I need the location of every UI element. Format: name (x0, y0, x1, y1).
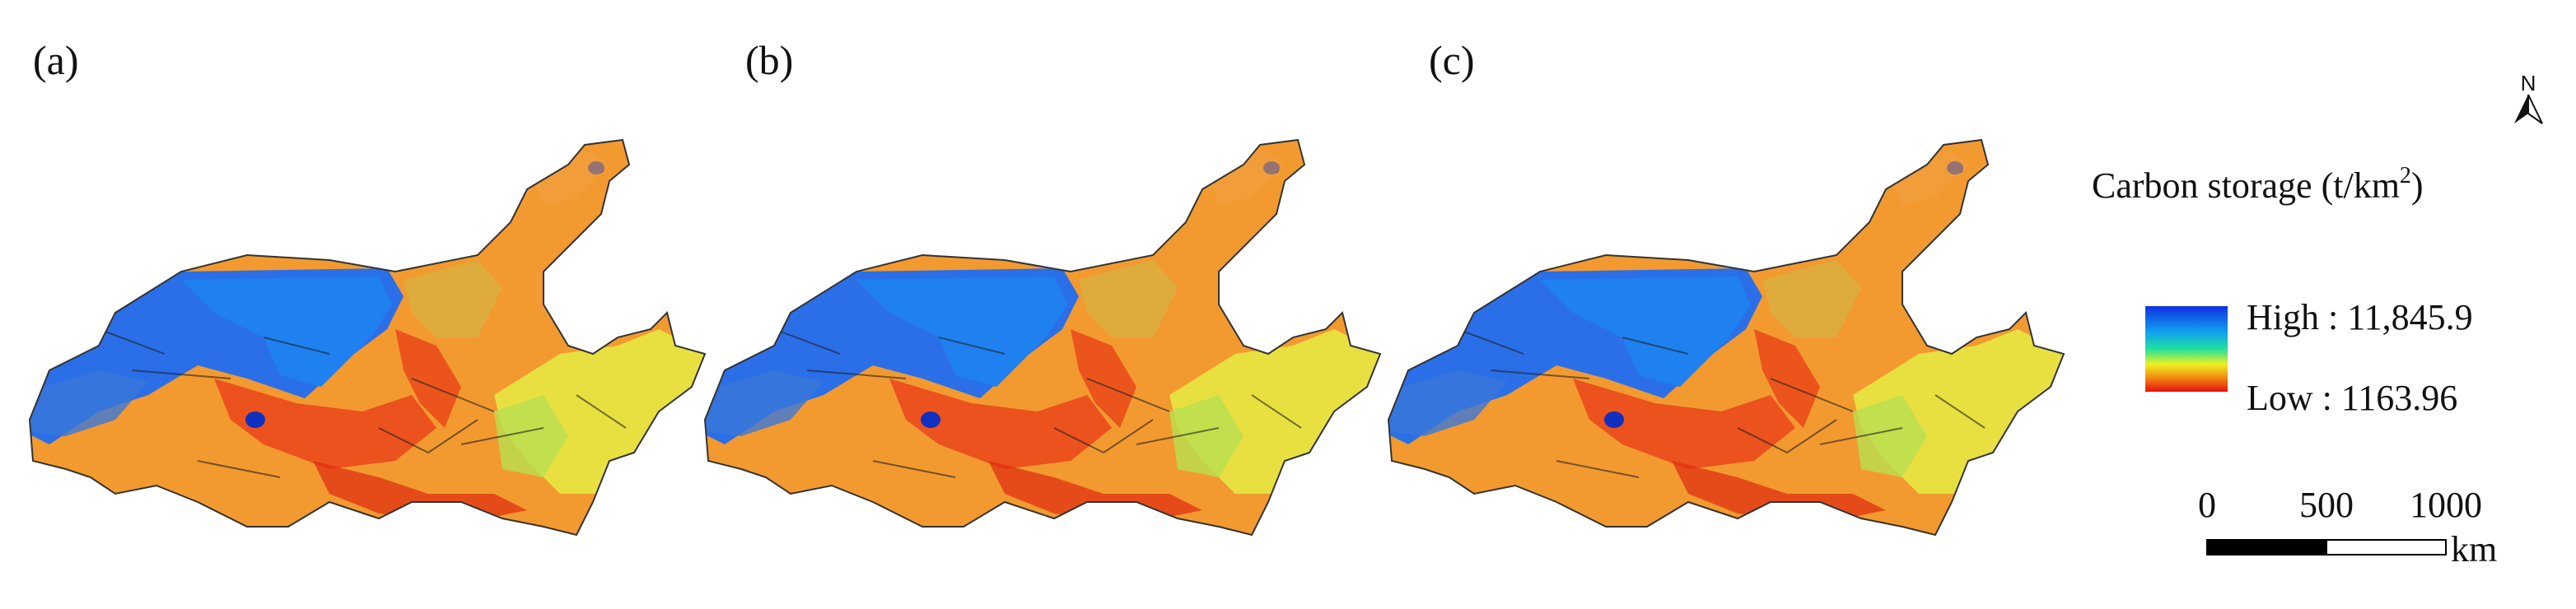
panel-label: (a) (33, 37, 79, 83)
scale-segment (2326, 539, 2447, 556)
legend-title-text: Carbon storage (t/km (2092, 165, 2400, 206)
scale-unit: km (2451, 529, 2497, 569)
legend-high: High : 11,845.9 (2247, 297, 2473, 337)
legend-title: Carbon storage (t/km2) (2092, 163, 2424, 206)
north-label: N (2521, 71, 2536, 95)
map-panel-b (675, 132, 1400, 560)
scale-segment (2206, 539, 2327, 556)
panel-label: (c) (1429, 37, 1475, 83)
panel-label: (b) (745, 37, 793, 83)
color-ramp (2145, 306, 2228, 392)
map-panel-c (1359, 132, 2084, 560)
legend-title-end: ) (2411, 165, 2424, 206)
scale-tick-label: 1000 (2410, 485, 2482, 525)
legend-title-superscript: 2 (2400, 163, 2411, 188)
legend-low: Low : 1163.96 (2247, 378, 2457, 418)
map-panel-a (0, 132, 725, 560)
scale-tick-label: 0 (2198, 485, 2216, 525)
scale-tick-label: 500 (2299, 485, 2354, 525)
north-arrow: N (2514, 71, 2543, 124)
